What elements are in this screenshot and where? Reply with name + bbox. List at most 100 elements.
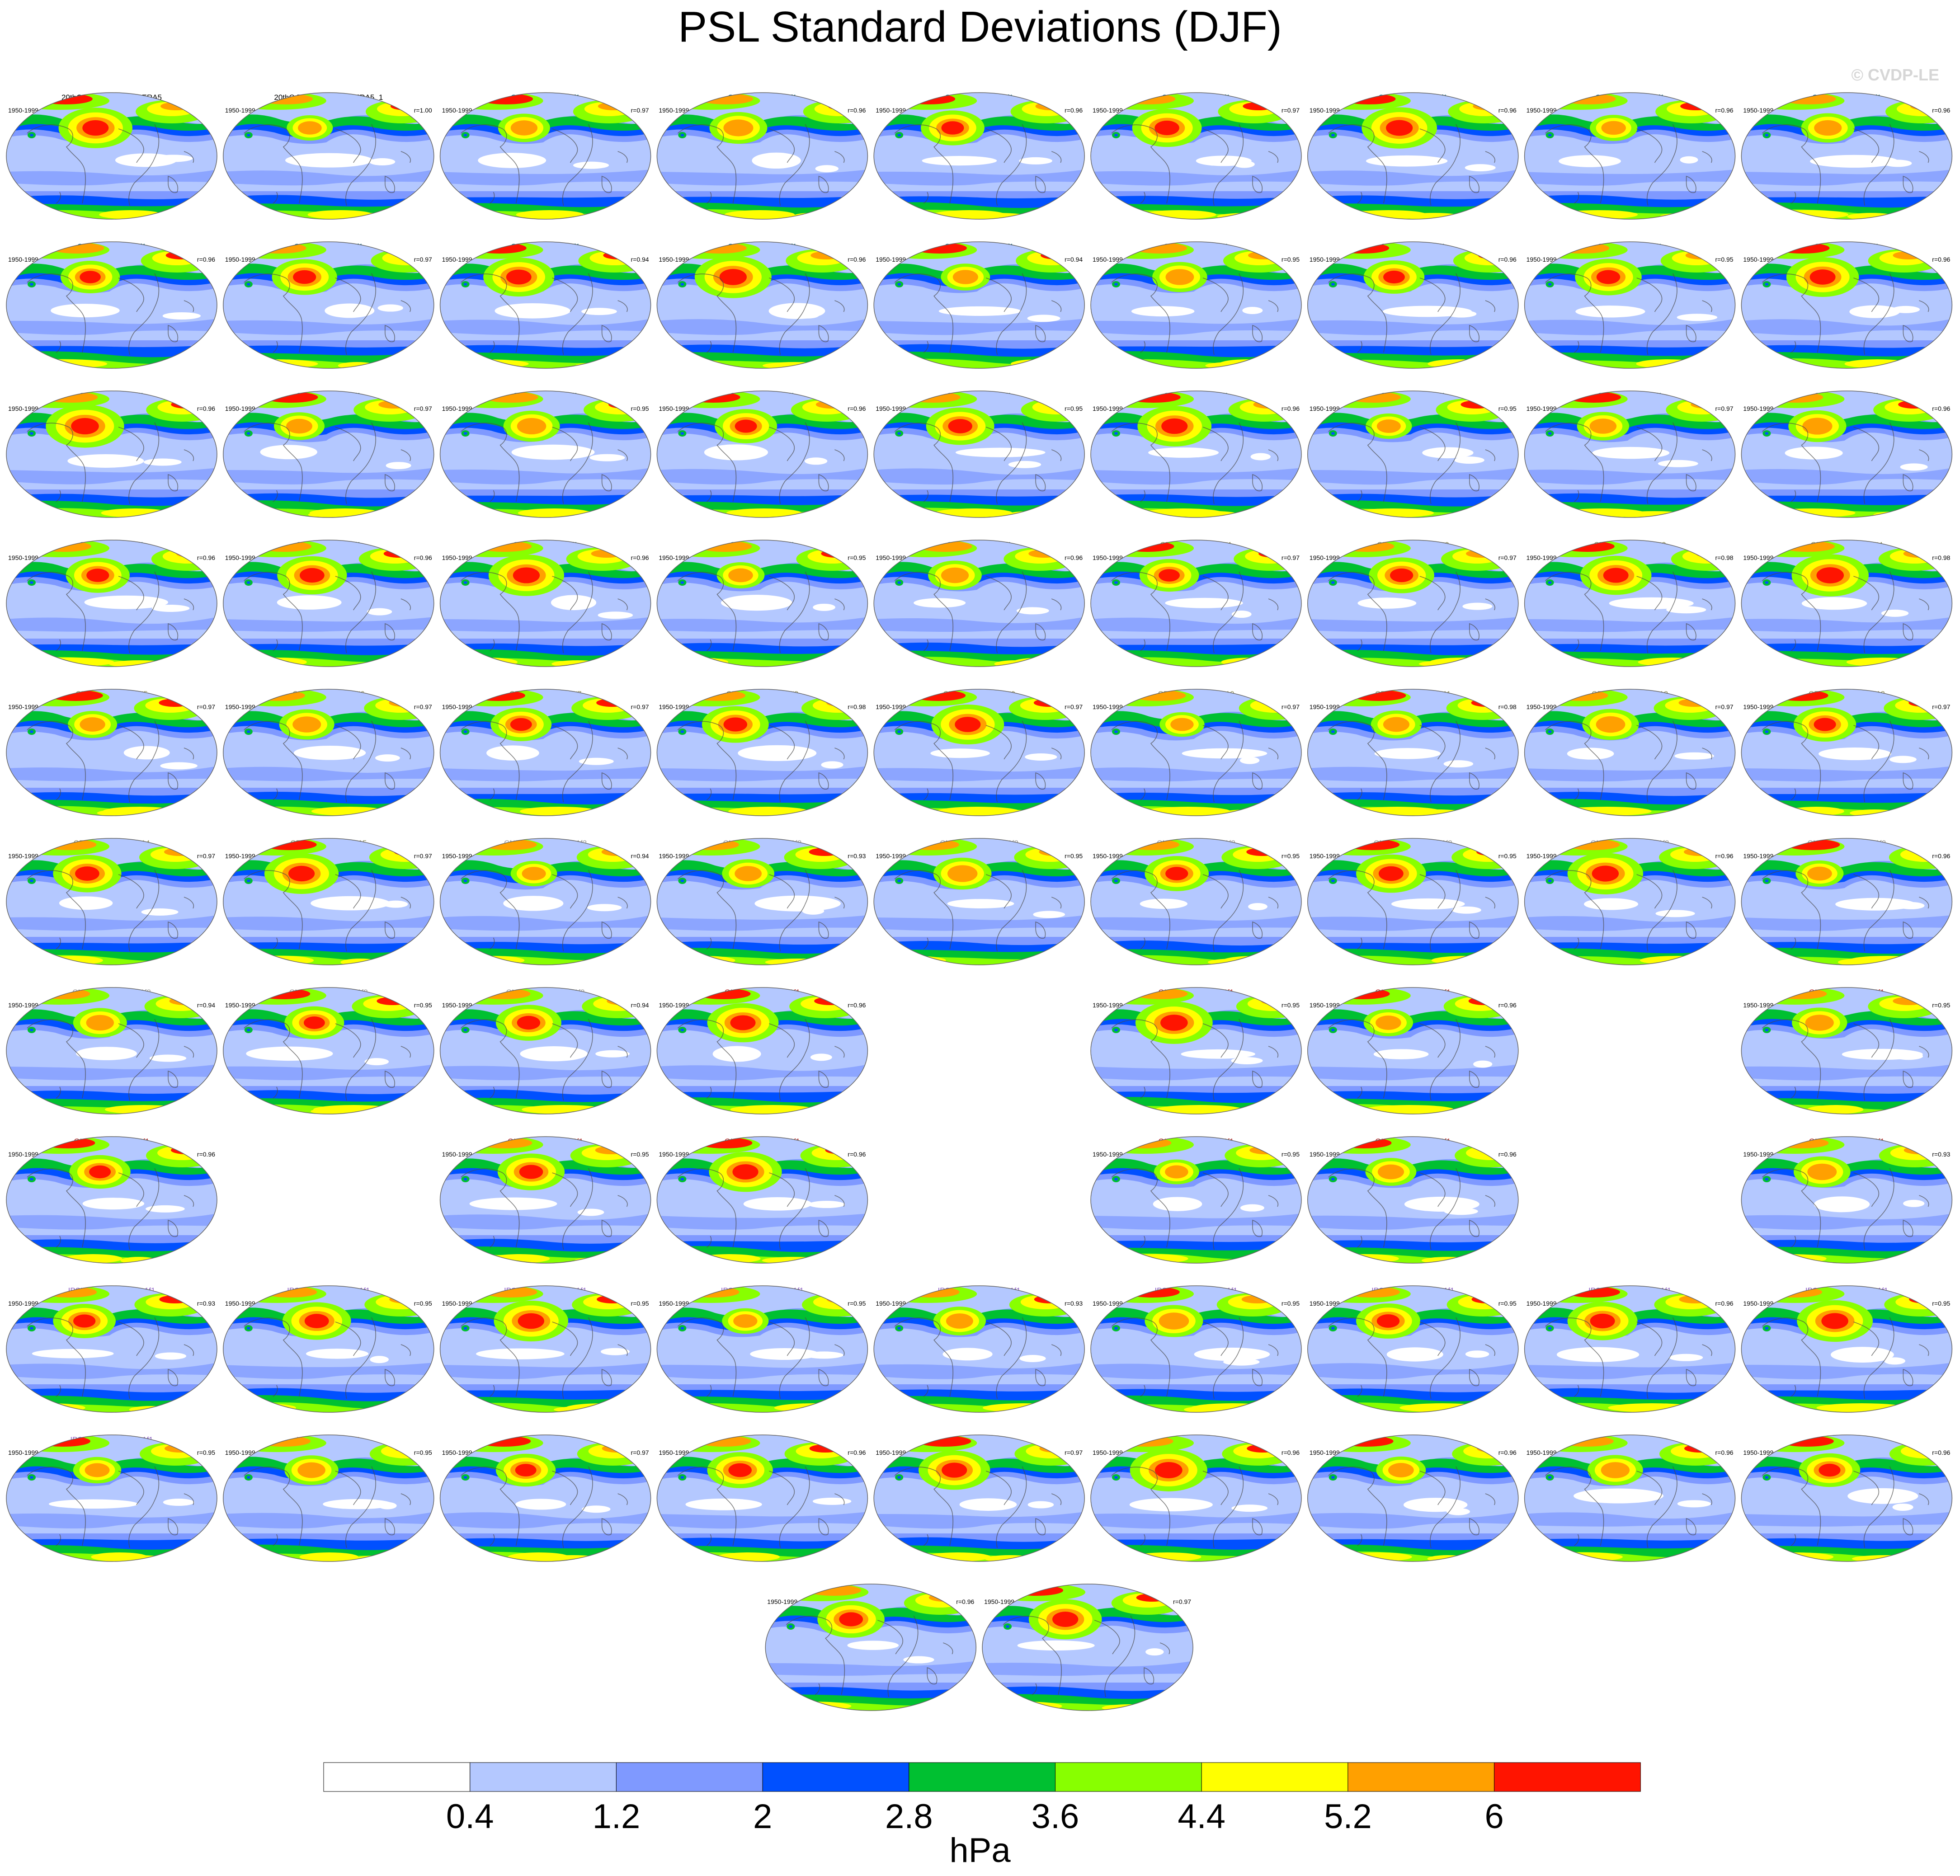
map-panel: 1950-1999GISS-E2-1-G r1i1p3f1r=0.95: [1090, 987, 1302, 1114]
map-field: [6, 838, 217, 965]
map-outline: [873, 92, 1085, 220]
map-outline: [1524, 838, 1736, 965]
map-panel: 1950-1999CanESM5 r12i1p2f1r=0.96: [1524, 92, 1736, 220]
colorbar-tick-label: 4.4: [1178, 1797, 1225, 1836]
map-panel: 1950-1999CESM2-SF AAER #3r=0.98: [1524, 540, 1736, 667]
panel-period: 1950-1999: [1527, 1449, 1557, 1456]
map-outline: [1741, 390, 1953, 518]
panel-period: 1950-1999: [225, 1449, 255, 1456]
map-outline: [439, 838, 651, 965]
panel-period: 1950-1999: [8, 1300, 38, 1307]
map-panel: 1950-1999CNRM-CM6-1 r10i1p1f2r=0.94: [439, 838, 651, 965]
map-field: [657, 93, 868, 219]
map-panel: 1950-1999CESM2-SF AAER #7r=0.97: [439, 689, 651, 816]
panel-period: 1950-1999: [225, 554, 255, 561]
panel-period: 1950-1999: [442, 1449, 472, 1456]
panel-period: 1950-1999: [1527, 107, 1557, 114]
map-panel: 1950-1999CanESM5 r2i1p1f1r=0.95: [1524, 241, 1736, 369]
panel-correlation: r=0.95: [1065, 852, 1083, 860]
map-panel: 1950-1999CanESM5 r7i1p1f1r=0.96: [1741, 390, 1953, 518]
map-field: [657, 1286, 868, 1412]
map-panel: 1950-1999CanESM5 r15i1p1f1r=0.96: [656, 241, 868, 369]
map-outline: [6, 689, 217, 816]
panel-period: 1950-1999: [442, 703, 472, 710]
map-panel: 1950-1999CESM2-SF AAER #11r=0.98: [1307, 689, 1519, 816]
panel-period: 1950-1999: [442, 1300, 472, 1307]
panel-correlation: r=0.97: [414, 703, 432, 710]
panel-period: 1950-1999: [659, 852, 689, 860]
map-field: [1741, 391, 1952, 517]
map-panel: 1950-1999GISS-E2-1-G r2i1p3f1r=0.95: [1741, 987, 1953, 1114]
panel-period: 1950-1999: [1310, 1300, 1340, 1307]
map-outline: [6, 241, 217, 369]
map-panel: 1950-1999CNRM-CM6-1 r5i1p1f2r=0.96: [1524, 838, 1736, 965]
map-panel: 1950-1999CESM2-SF AAER #1r=0.97: [1090, 540, 1302, 667]
panel-period: 1950-1999: [1743, 852, 1773, 860]
map-panel: 1950-1999CESM2-SF AAER #6r=0.97: [223, 689, 434, 816]
map-outline: [1524, 1285, 1736, 1413]
map-field: [440, 1286, 651, 1412]
map-outline: [656, 390, 868, 518]
panel-period: 1950-1999: [442, 852, 472, 860]
map-panel: 1950-1999CESM2-SF AAER #9r=0.97: [873, 689, 1085, 816]
panel-period: 1950-1999: [876, 1449, 906, 1456]
panel-correlation: r=0.97: [414, 405, 432, 412]
panel-correlation: r=0.97: [1715, 405, 1734, 412]
map-panel: 1950-1999MIROC6 r10i1p1f1r=0.95: [223, 1434, 434, 1562]
panel-correlation: r=0.97: [1282, 107, 1300, 114]
panel-period: 1950-1999: [1743, 1449, 1773, 1456]
map-outline: [656, 1285, 868, 1413]
map-panel: 1950-1999MIROC6 r6i1p1f1r=0.96: [1524, 1434, 1736, 1562]
map-outline: [223, 92, 434, 220]
map-outline: [6, 1136, 217, 1264]
map-outline: [1090, 92, 1302, 220]
panel-period: 1950-1999: [659, 256, 689, 263]
map-panel: 1950-1999IPSL-CM6A-LR r5i1p1f1r=0.95: [1090, 1285, 1302, 1413]
map-outline: [873, 540, 1085, 667]
map-outline: [6, 1285, 217, 1413]
map-panel: 1950-1999CanESM5 r1i1p1f1r=0.95: [1090, 241, 1302, 369]
map-outline: [656, 1136, 868, 1264]
colorbar: 0.4 1.2 2 2.8 3.6 4.4 5.2 6 hPa: [323, 1762, 1641, 1870]
map-panel: 1950-1999CESM2-SF AAER #5r=0.97: [6, 689, 217, 816]
panel-correlation: r=0.97: [1173, 1598, 1191, 1605]
map-field: [440, 987, 651, 1114]
map-panel: 1950-1999IPSL-CM6A-LR r2i1p1f1r=0.95: [439, 1285, 651, 1413]
panel-correlation: r=0.96: [1498, 1449, 1517, 1456]
map-outline: [1307, 1285, 1519, 1413]
panel-period: 1950-1999: [1310, 107, 1340, 114]
map-field: [657, 1137, 868, 1263]
panel-period: 1950-1999: [1527, 256, 1557, 263]
map-outline: [1524, 92, 1736, 220]
panel-period: 1950-1999: [1743, 554, 1773, 561]
panel-period: 1950-1999: [1743, 256, 1773, 263]
map-panel: 1950-1999CanESM5 r14i1p2f1r=0.94: [439, 241, 651, 369]
map-field: [657, 987, 868, 1114]
map-panel: 1950-1999IPSL-CM6A-LR r1i1p1f1r=0.95: [223, 1285, 434, 1413]
panel-correlation: r=0.98: [1498, 703, 1517, 710]
map-panel: 1950-199920thC Reanalysis v3 w ERA5_1r=1…: [223, 92, 434, 220]
panel-correlation: r=0.96: [1932, 256, 1950, 263]
panel-correlation: r=0.95: [414, 1449, 432, 1456]
panel-period: 1950-1999: [8, 405, 38, 412]
panel-correlation: r=0.96: [1715, 852, 1734, 860]
panel-period: 1950-1999: [225, 852, 255, 860]
panel-period: 1950-1999: [1527, 703, 1557, 710]
map-outline: [1741, 540, 1953, 667]
map-outline: [1307, 689, 1519, 816]
map-panel: 1950-1999GISS-E2-1-G r1i1p1f1r=0.96: [656, 987, 868, 1114]
panel-period: 1950-1999: [1743, 1300, 1773, 1307]
map-panel: 1950-1999CESM2-SF AAER #14r=0.97: [6, 838, 217, 965]
panel-correlation: r=0.97: [1065, 703, 1083, 710]
map-panel: 1950-1999MIROC6 r3i1p1f1r=0.97: [873, 1434, 1085, 1562]
map-panel: 1950-1999GISS-E2-1-G r4i1p1f1r=0.96: [656, 1136, 868, 1264]
panel-period: 1950-1999: [442, 107, 472, 114]
map-outline: [439, 689, 651, 816]
map-panel: 1950-1999CanESM5 r10i1p2f1r=0.97: [439, 92, 651, 220]
panel-correlation: r=0.93: [848, 852, 866, 860]
map-panel: 1950-1999IPSL-CM6A-LR r7i1p1f1r=0.96: [1524, 1285, 1736, 1413]
map-panel: 1950-1999CanESM5 r1i1p2f1r=0.96: [1307, 241, 1519, 369]
map-outline: [439, 1285, 651, 1413]
panel-correlation: r=0.95: [848, 1300, 866, 1307]
map-outline: [1090, 1136, 1302, 1264]
